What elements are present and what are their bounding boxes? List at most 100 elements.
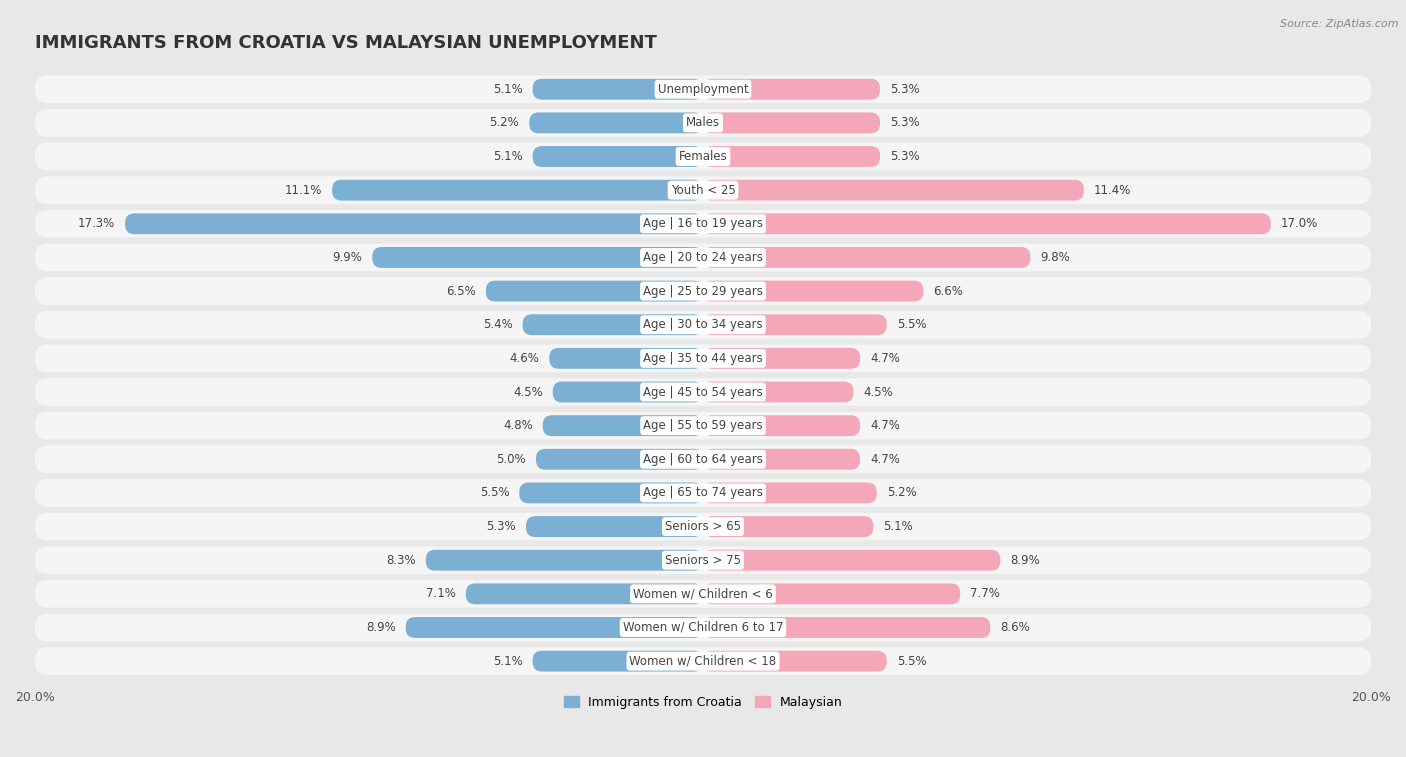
Text: 5.1%: 5.1% (494, 150, 523, 163)
FancyBboxPatch shape (703, 482, 877, 503)
FancyBboxPatch shape (35, 445, 1371, 473)
Text: 6.5%: 6.5% (446, 285, 475, 298)
Text: 7.7%: 7.7% (970, 587, 1000, 600)
FancyBboxPatch shape (35, 176, 1371, 204)
FancyBboxPatch shape (703, 79, 880, 100)
Text: Age | 25 to 29 years: Age | 25 to 29 years (643, 285, 763, 298)
Text: 5.5%: 5.5% (897, 655, 927, 668)
FancyBboxPatch shape (465, 584, 703, 604)
Text: 8.6%: 8.6% (1000, 621, 1031, 634)
FancyBboxPatch shape (553, 382, 703, 403)
FancyBboxPatch shape (703, 281, 924, 301)
Text: Males: Males (686, 117, 720, 129)
FancyBboxPatch shape (703, 651, 887, 671)
Text: 4.5%: 4.5% (513, 385, 543, 398)
Text: Source: ZipAtlas.com: Source: ZipAtlas.com (1281, 19, 1399, 29)
Text: 5.3%: 5.3% (890, 83, 920, 95)
Text: 8.9%: 8.9% (1011, 553, 1040, 567)
FancyBboxPatch shape (35, 412, 1371, 439)
FancyBboxPatch shape (703, 113, 880, 133)
Text: Seniors > 75: Seniors > 75 (665, 553, 741, 567)
Text: 4.5%: 4.5% (863, 385, 893, 398)
FancyBboxPatch shape (533, 79, 703, 100)
Text: 17.3%: 17.3% (77, 217, 115, 230)
Text: 11.1%: 11.1% (285, 184, 322, 197)
Text: 8.3%: 8.3% (387, 553, 416, 567)
Text: 4.6%: 4.6% (509, 352, 540, 365)
FancyBboxPatch shape (35, 512, 1371, 540)
FancyBboxPatch shape (703, 516, 873, 537)
Text: 7.1%: 7.1% (426, 587, 456, 600)
Text: 5.2%: 5.2% (887, 487, 917, 500)
Text: Females: Females (679, 150, 727, 163)
Legend: Immigrants from Croatia, Malaysian: Immigrants from Croatia, Malaysian (558, 690, 848, 714)
Text: Age | 20 to 24 years: Age | 20 to 24 years (643, 251, 763, 264)
FancyBboxPatch shape (529, 113, 703, 133)
FancyBboxPatch shape (703, 348, 860, 369)
Text: Age | 16 to 19 years: Age | 16 to 19 years (643, 217, 763, 230)
Text: 5.0%: 5.0% (496, 453, 526, 466)
FancyBboxPatch shape (519, 482, 703, 503)
FancyBboxPatch shape (703, 146, 880, 167)
Text: Age | 30 to 34 years: Age | 30 to 34 years (643, 318, 763, 332)
Text: Age | 60 to 64 years: Age | 60 to 64 years (643, 453, 763, 466)
FancyBboxPatch shape (35, 76, 1371, 103)
Text: 17.0%: 17.0% (1281, 217, 1317, 230)
FancyBboxPatch shape (35, 244, 1371, 271)
Text: 5.4%: 5.4% (482, 318, 513, 332)
FancyBboxPatch shape (373, 247, 703, 268)
Text: 4.7%: 4.7% (870, 419, 900, 432)
Text: 5.2%: 5.2% (489, 117, 519, 129)
Text: 5.3%: 5.3% (486, 520, 516, 533)
Text: 5.5%: 5.5% (479, 487, 509, 500)
FancyBboxPatch shape (703, 449, 860, 469)
FancyBboxPatch shape (523, 314, 703, 335)
Text: Age | 45 to 54 years: Age | 45 to 54 years (643, 385, 763, 398)
Text: 5.1%: 5.1% (883, 520, 912, 533)
Text: Youth < 25: Youth < 25 (671, 184, 735, 197)
Text: 6.6%: 6.6% (934, 285, 963, 298)
FancyBboxPatch shape (35, 479, 1371, 506)
Text: 5.3%: 5.3% (890, 150, 920, 163)
Text: 4.8%: 4.8% (503, 419, 533, 432)
FancyBboxPatch shape (35, 647, 1371, 675)
Text: 5.3%: 5.3% (890, 117, 920, 129)
FancyBboxPatch shape (35, 547, 1371, 574)
FancyBboxPatch shape (35, 311, 1371, 338)
FancyBboxPatch shape (35, 580, 1371, 608)
Text: Age | 35 to 44 years: Age | 35 to 44 years (643, 352, 763, 365)
FancyBboxPatch shape (426, 550, 703, 571)
Text: Women w/ Children 6 to 17: Women w/ Children 6 to 17 (623, 621, 783, 634)
Text: Seniors > 65: Seniors > 65 (665, 520, 741, 533)
Text: 5.1%: 5.1% (494, 83, 523, 95)
Text: 8.9%: 8.9% (366, 621, 395, 634)
FancyBboxPatch shape (703, 314, 887, 335)
FancyBboxPatch shape (526, 516, 703, 537)
FancyBboxPatch shape (533, 651, 703, 671)
FancyBboxPatch shape (35, 344, 1371, 372)
FancyBboxPatch shape (125, 213, 703, 234)
FancyBboxPatch shape (35, 109, 1371, 137)
Text: Women w/ Children < 18: Women w/ Children < 18 (630, 655, 776, 668)
Text: Unemployment: Unemployment (658, 83, 748, 95)
FancyBboxPatch shape (35, 210, 1371, 238)
FancyBboxPatch shape (703, 416, 860, 436)
FancyBboxPatch shape (35, 614, 1371, 641)
FancyBboxPatch shape (550, 348, 703, 369)
FancyBboxPatch shape (332, 179, 703, 201)
FancyBboxPatch shape (536, 449, 703, 469)
Text: 4.7%: 4.7% (870, 453, 900, 466)
FancyBboxPatch shape (703, 247, 1031, 268)
Text: 9.8%: 9.8% (1040, 251, 1070, 264)
FancyBboxPatch shape (35, 143, 1371, 170)
FancyBboxPatch shape (406, 617, 703, 638)
FancyBboxPatch shape (703, 584, 960, 604)
FancyBboxPatch shape (35, 277, 1371, 305)
Text: 5.5%: 5.5% (897, 318, 927, 332)
FancyBboxPatch shape (486, 281, 703, 301)
Text: 9.9%: 9.9% (332, 251, 363, 264)
FancyBboxPatch shape (703, 179, 1084, 201)
FancyBboxPatch shape (35, 378, 1371, 406)
Text: 4.7%: 4.7% (870, 352, 900, 365)
FancyBboxPatch shape (533, 146, 703, 167)
